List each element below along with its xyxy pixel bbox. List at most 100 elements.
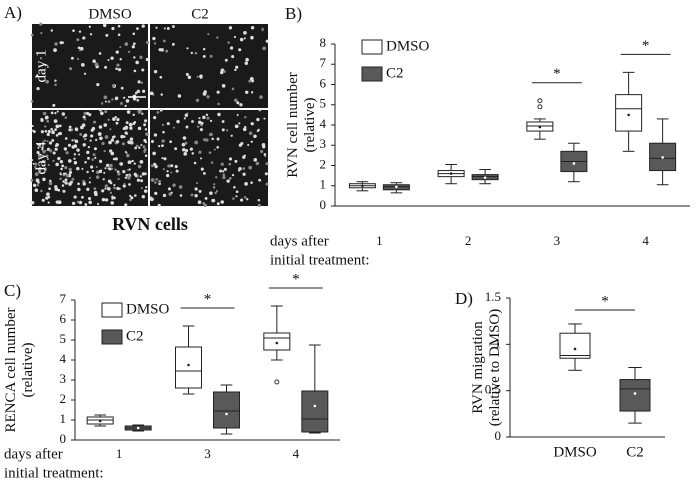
- cell: [117, 67, 122, 72]
- cell: [137, 126, 142, 131]
- cell: [98, 169, 103, 174]
- cell: [62, 172, 66, 175]
- cell: [197, 200, 202, 205]
- cell: [131, 45, 135, 49]
- cell: [42, 111, 47, 116]
- cell: [162, 168, 165, 171]
- cell: [135, 144, 139, 148]
- significance-label: *: [292, 271, 300, 287]
- y-tick-label: 6: [320, 75, 327, 90]
- cell: [112, 157, 116, 161]
- cell: [112, 196, 116, 200]
- cell: [196, 182, 199, 185]
- cell: [216, 145, 220, 149]
- cell: [120, 134, 124, 139]
- cell: [43, 139, 46, 143]
- cell: [83, 72, 87, 75]
- cell: [36, 151, 40, 155]
- cell: [43, 167, 47, 171]
- cell: [159, 109, 163, 112]
- x-tick-label: 2: [465, 233, 472, 248]
- cell: [105, 33, 109, 37]
- cell: [109, 149, 113, 153]
- cell: [213, 148, 216, 151]
- cell: [104, 100, 107, 103]
- cell: [102, 178, 105, 181]
- micrograph: [32, 24, 148, 108]
- cell: [156, 111, 160, 114]
- cell: [76, 148, 80, 152]
- cell: [145, 40, 150, 45]
- cell: [107, 186, 111, 191]
- cell: [265, 182, 269, 186]
- cell: [123, 96, 126, 99]
- cell: [109, 181, 113, 185]
- cell: [145, 57, 149, 62]
- cell: [132, 42, 136, 46]
- cell: [257, 128, 260, 132]
- cell: [242, 127, 247, 132]
- y-tick-label: 1: [60, 411, 67, 426]
- cell: [210, 161, 214, 164]
- cell: [217, 112, 221, 117]
- cell: [265, 162, 269, 166]
- cell: [60, 167, 63, 171]
- y-axis-title: RVN cell number(relative): [285, 72, 318, 177]
- cell: [175, 169, 179, 173]
- x-tick-label: 3: [204, 446, 211, 461]
- cell: [137, 80, 141, 84]
- cell: [40, 32, 43, 35]
- cell: [46, 140, 49, 143]
- cell: [145, 190, 148, 193]
- cell: [193, 161, 197, 165]
- cell: [204, 196, 208, 200]
- outlier: [537, 98, 543, 104]
- cell: [129, 126, 133, 130]
- cell: [239, 103, 243, 107]
- mean: [483, 176, 487, 179]
- cell: [221, 120, 225, 123]
- cell: [124, 203, 128, 207]
- cell: [114, 96, 119, 101]
- cell: [91, 126, 96, 131]
- cell: [150, 197, 154, 202]
- cell: [83, 137, 87, 141]
- mean: [395, 185, 398, 189]
- box: [559, 332, 591, 359]
- cell: [162, 39, 166, 43]
- cell: [36, 87, 40, 91]
- cell: [134, 91, 138, 95]
- y-tick-label: 1: [320, 177, 327, 192]
- cell: [118, 187, 121, 190]
- cell: [236, 101, 240, 105]
- cell: [230, 134, 233, 137]
- cell: [86, 187, 90, 191]
- mean: [633, 392, 637, 395]
- cell: [149, 91, 154, 96]
- cell: [209, 191, 213, 195]
- y-tick-label: 1.5: [485, 289, 501, 304]
- cell: [61, 112, 66, 116]
- cell: [73, 153, 77, 156]
- cell: [115, 67, 118, 71]
- cell: [238, 122, 241, 125]
- x-tick-label: 1: [116, 446, 123, 461]
- cell: [93, 147, 97, 151]
- cell: [161, 144, 164, 147]
- mean: [627, 113, 630, 117]
- cell: [104, 167, 107, 170]
- x-axis-title: initial treatment:: [270, 252, 370, 268]
- cell: [86, 111, 90, 116]
- cell: [244, 182, 248, 186]
- cell: [128, 122, 133, 127]
- cell: [211, 137, 214, 141]
- cell: [76, 166, 80, 171]
- cell: [247, 144, 250, 147]
- cell: [50, 111, 54, 115]
- cell: [54, 79, 57, 82]
- column-label: DMSO: [88, 6, 132, 22]
- cell: [64, 137, 68, 140]
- cell: [199, 157, 203, 160]
- cell: [202, 115, 206, 120]
- cell: [219, 169, 223, 173]
